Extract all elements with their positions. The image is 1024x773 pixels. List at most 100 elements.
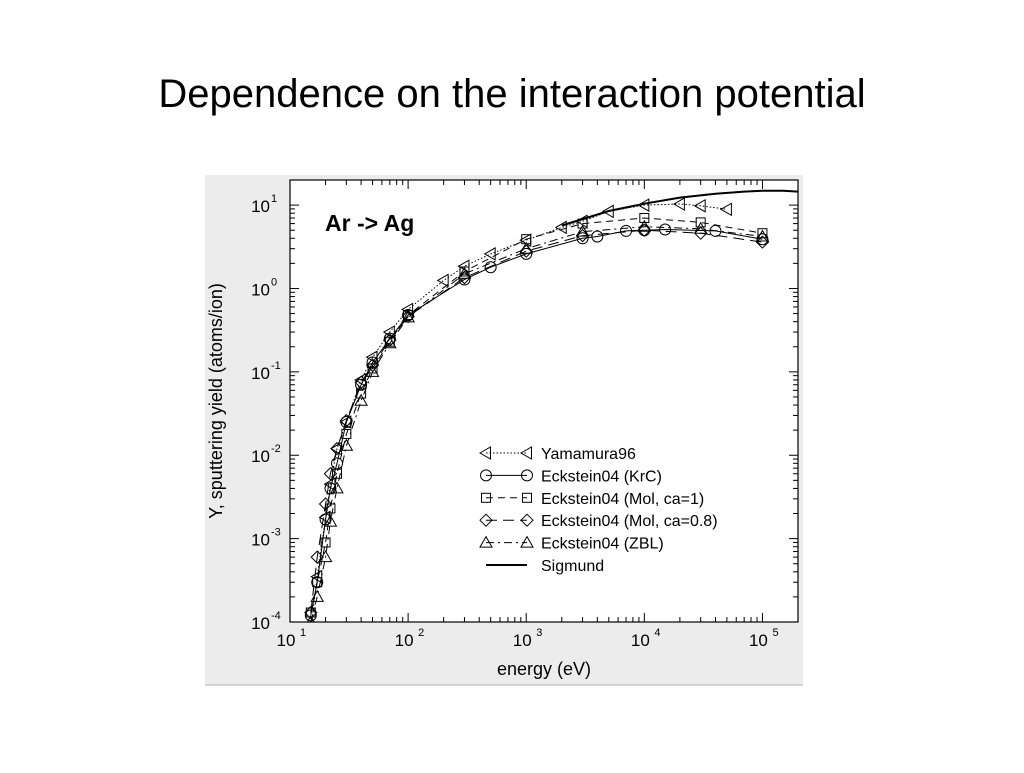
legend-item: Sigmund [486, 558, 604, 575]
y-tick-label-exponent: -2 [271, 443, 281, 455]
x-tick-label: 10 [277, 631, 296, 650]
legend-label: Yamamura96 [541, 446, 636, 463]
data-point [330, 441, 344, 456]
data-point [757, 228, 768, 239]
y-tick-label: 10 [251, 197, 270, 216]
data-point [672, 197, 685, 211]
data-point [637, 219, 652, 232]
legend-item: Yamamura96 [478, 446, 636, 463]
data-point [458, 273, 471, 286]
data-point [325, 503, 336, 514]
y-tick-label-exponent: -1 [271, 360, 281, 372]
x-tick-label-exponent: 1 [300, 627, 306, 639]
data-point [354, 375, 368, 389]
data-point [620, 224, 633, 237]
data-point [306, 614, 315, 622]
x-tick-label: 10 [395, 631, 414, 650]
data-point [365, 364, 380, 377]
x-tick-label: 10 [631, 631, 650, 650]
data-point [330, 481, 344, 494]
data-point [601, 204, 614, 219]
legend-marker [522, 492, 532, 503]
series-line [310, 226, 763, 622]
legend-marker [479, 535, 493, 548]
series-6 [561, 189, 798, 227]
slide-title: Dependence on the interaction potential [158, 72, 866, 116]
data-point [457, 266, 472, 279]
data-point [310, 550, 324, 564]
legend-marker [478, 446, 491, 460]
series-line [310, 217, 763, 613]
data-point [637, 198, 650, 212]
legend-label: Eckstein04 (KrC) [541, 468, 662, 485]
data-point [310, 569, 323, 584]
data-point [401, 310, 415, 323]
data-point [719, 202, 732, 217]
data-point [323, 477, 336, 492]
data-point [383, 333, 397, 347]
legend-item: Eckstein04 (Mol, ca=0.8) [479, 513, 718, 530]
legend-label: Eckstein04 (Mol, ca=1) [541, 491, 704, 508]
data-point [323, 467, 338, 481]
x-tick-label-exponent: 2 [418, 627, 424, 639]
legend-marker [480, 469, 492, 482]
data-point [312, 577, 323, 588]
chart-annotation: Ar -> Ag [325, 210, 414, 236]
legend-label: Eckstein04 (ZBL) [541, 536, 664, 553]
axis-ticks [289, 179, 799, 623]
x-tick-label: 10 [513, 631, 532, 650]
data-point [436, 273, 449, 288]
data-point [318, 497, 333, 511]
data-point [324, 482, 337, 495]
x-axis-label: energy (eV) [497, 659, 591, 679]
data-point [554, 220, 567, 235]
legend-item: Eckstein04 (Mol, ca=1) [481, 491, 704, 508]
y-tick-label: 10 [251, 531, 270, 550]
data-point [576, 232, 589, 245]
y-tick-label: 10 [251, 447, 270, 466]
data-point [382, 336, 397, 349]
y-tick-label-exponent: 1 [271, 193, 277, 205]
legend-marker [479, 513, 493, 527]
plot-area [289, 179, 799, 623]
data-point [311, 576, 324, 589]
legend-marker [481, 492, 491, 503]
legend: Yamamura96 Eckstein04 (KrC) Eckstein04 (Mo… [478, 446, 718, 575]
x-tick-label: 10 [749, 631, 768, 650]
legend-marker [520, 513, 534, 527]
y-tick-label-exponent: -3 [271, 527, 281, 539]
data-point [323, 514, 338, 527]
y-tick-label-exponent: 0 [271, 276, 277, 288]
series-4 [304, 223, 770, 620]
tick-labels: 10 1 10 2 10 3 10 4 10 510 110 010 -110 -210 -310 -4 [251, 193, 778, 650]
data-point [659, 223, 672, 236]
data-point [355, 378, 368, 391]
legend-label: Eckstein04 (Mol, ca=0.8) [541, 513, 718, 530]
data-point [575, 224, 590, 237]
data-point [483, 247, 496, 261]
y-tick-label: 10 [251, 280, 270, 299]
data-point [341, 428, 352, 439]
legend-marker [520, 535, 534, 548]
data-point [402, 309, 415, 322]
y-tick-label-exponent: -4 [271, 610, 281, 622]
x-tick-label-exponent: 5 [772, 627, 778, 639]
y-tick-label: 10 [251, 614, 270, 633]
data-point [354, 393, 368, 406]
data-point [755, 235, 770, 249]
series-line [561, 189, 798, 227]
data-point [755, 229, 770, 242]
data-point [339, 413, 354, 428]
legend-marker [521, 469, 533, 482]
x-tick-label-exponent: 4 [654, 627, 660, 639]
data-point [591, 230, 604, 243]
data-point [693, 226, 708, 240]
data-point [693, 198, 706, 213]
data-point [320, 537, 331, 548]
y-axis-label: Y, sputtering yield (atoms/ion) [206, 283, 226, 519]
data-point [639, 213, 650, 224]
data-point [484, 261, 497, 274]
x-tick-label-exponent: 3 [536, 627, 542, 639]
